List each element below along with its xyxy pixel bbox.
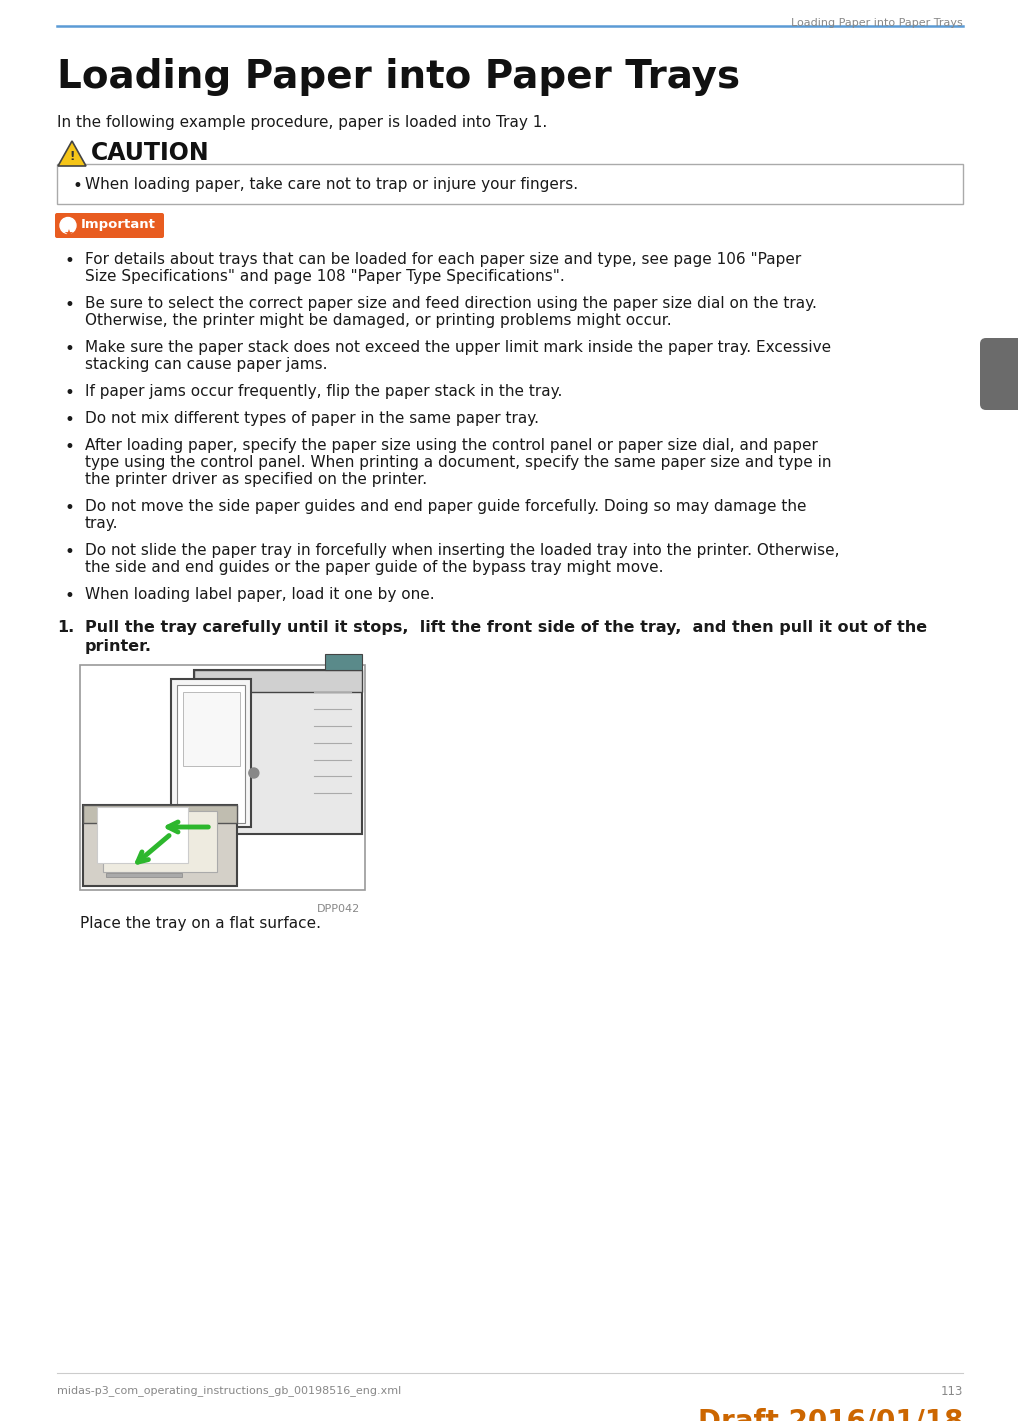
Text: Size Specifications" and page 108 "Paper Type Specifications".: Size Specifications" and page 108 "Paper…: [84, 269, 565, 284]
Polygon shape: [58, 141, 86, 166]
Text: Place the tray on a flat surface.: Place the tray on a flat surface.: [80, 917, 321, 931]
Text: Otherwise, the printer might be damaged, or printing problems might occur.: Otherwise, the printer might be damaged,…: [84, 313, 672, 328]
Text: •: •: [65, 438, 75, 456]
Text: For details about trays that can be loaded for each paper size and type, see pag: For details about trays that can be load…: [84, 252, 801, 267]
Text: •: •: [65, 587, 75, 605]
Text: If paper jams occur frequently, flip the paper stack in the tray.: If paper jams occur frequently, flip the…: [84, 384, 562, 399]
Text: Pull the tray carefully until it stops,  lift the front side of the tray,  and t: Pull the tray carefully until it stops, …: [84, 620, 927, 635]
FancyBboxPatch shape: [325, 654, 362, 669]
Text: the side and end guides or the paper guide of the bypass tray might move.: the side and end guides or the paper gui…: [84, 560, 664, 576]
Text: printer.: printer.: [84, 639, 152, 654]
Text: •: •: [65, 384, 75, 402]
Text: •: •: [65, 296, 75, 314]
Text: 3: 3: [988, 355, 1010, 385]
Text: ★: ★: [63, 230, 73, 240]
Text: 113: 113: [941, 1385, 963, 1398]
Text: Important: Important: [81, 217, 156, 232]
Polygon shape: [82, 804, 237, 885]
Text: CAUTION: CAUTION: [91, 141, 210, 165]
FancyBboxPatch shape: [980, 338, 1018, 411]
Text: Do not move the side paper guides and end paper guide forcefully. Doing so may d: Do not move the side paper guides and en…: [84, 499, 806, 514]
Text: midas-p3_com_operating_instructions_gb_00198516_eng.xml: midas-p3_com_operating_instructions_gb_0…: [57, 1385, 401, 1395]
Text: type using the control panel. When printing a document, specify the same paper s: type using the control panel. When print…: [84, 455, 832, 470]
Polygon shape: [171, 678, 251, 827]
Text: the printer driver as specified on the printer.: the printer driver as specified on the p…: [84, 472, 428, 487]
Text: •: •: [73, 178, 82, 195]
Polygon shape: [103, 811, 217, 872]
Text: Draft 2016/01/18: Draft 2016/01/18: [697, 1407, 963, 1421]
Polygon shape: [82, 804, 237, 823]
Text: When loading paper, take care not to trap or injure your fingers.: When loading paper, take care not to tra…: [84, 178, 578, 192]
Text: Do not mix different types of paper in the same paper tray.: Do not mix different types of paper in t…: [84, 411, 539, 426]
Text: •: •: [65, 411, 75, 429]
FancyBboxPatch shape: [988, 338, 1018, 411]
Text: Loading Paper into Paper Trays: Loading Paper into Paper Trays: [791, 18, 963, 28]
Text: •: •: [65, 252, 75, 270]
Circle shape: [60, 217, 76, 233]
Text: •: •: [65, 543, 75, 561]
Text: Do not slide the paper tray in forcefully when inserting the loaded tray into th: Do not slide the paper tray in forcefull…: [84, 543, 840, 558]
Text: •: •: [65, 340, 75, 358]
Text: DPP042: DPP042: [317, 904, 360, 914]
Text: •: •: [65, 499, 75, 517]
Polygon shape: [194, 669, 362, 692]
Text: 1.: 1.: [57, 620, 74, 635]
FancyBboxPatch shape: [80, 665, 365, 890]
Circle shape: [248, 767, 259, 779]
Text: Loading Paper into Paper Trays: Loading Paper into Paper Trays: [57, 58, 740, 97]
Text: Make sure the paper stack does not exceed the upper limit mark inside the paper : Make sure the paper stack does not excee…: [84, 340, 831, 355]
FancyBboxPatch shape: [106, 872, 182, 877]
FancyBboxPatch shape: [57, 163, 963, 205]
Text: tray.: tray.: [84, 516, 118, 531]
Polygon shape: [182, 692, 239, 766]
Polygon shape: [194, 669, 362, 834]
Text: stacking can cause paper jams.: stacking can cause paper jams.: [84, 357, 328, 372]
Text: Be sure to select the correct paper size and feed direction using the paper size: Be sure to select the correct paper size…: [84, 296, 816, 311]
Polygon shape: [97, 807, 188, 863]
Text: !: !: [69, 151, 74, 163]
Polygon shape: [177, 685, 245, 823]
Text: When loading label paper, load it one by one.: When loading label paper, load it one by…: [84, 587, 435, 603]
Text: In the following example procedure, paper is loaded into Tray 1.: In the following example procedure, pape…: [57, 115, 548, 129]
FancyBboxPatch shape: [55, 213, 164, 237]
Text: After loading paper, specify the paper size using the control panel or paper siz: After loading paper, specify the paper s…: [84, 438, 817, 453]
